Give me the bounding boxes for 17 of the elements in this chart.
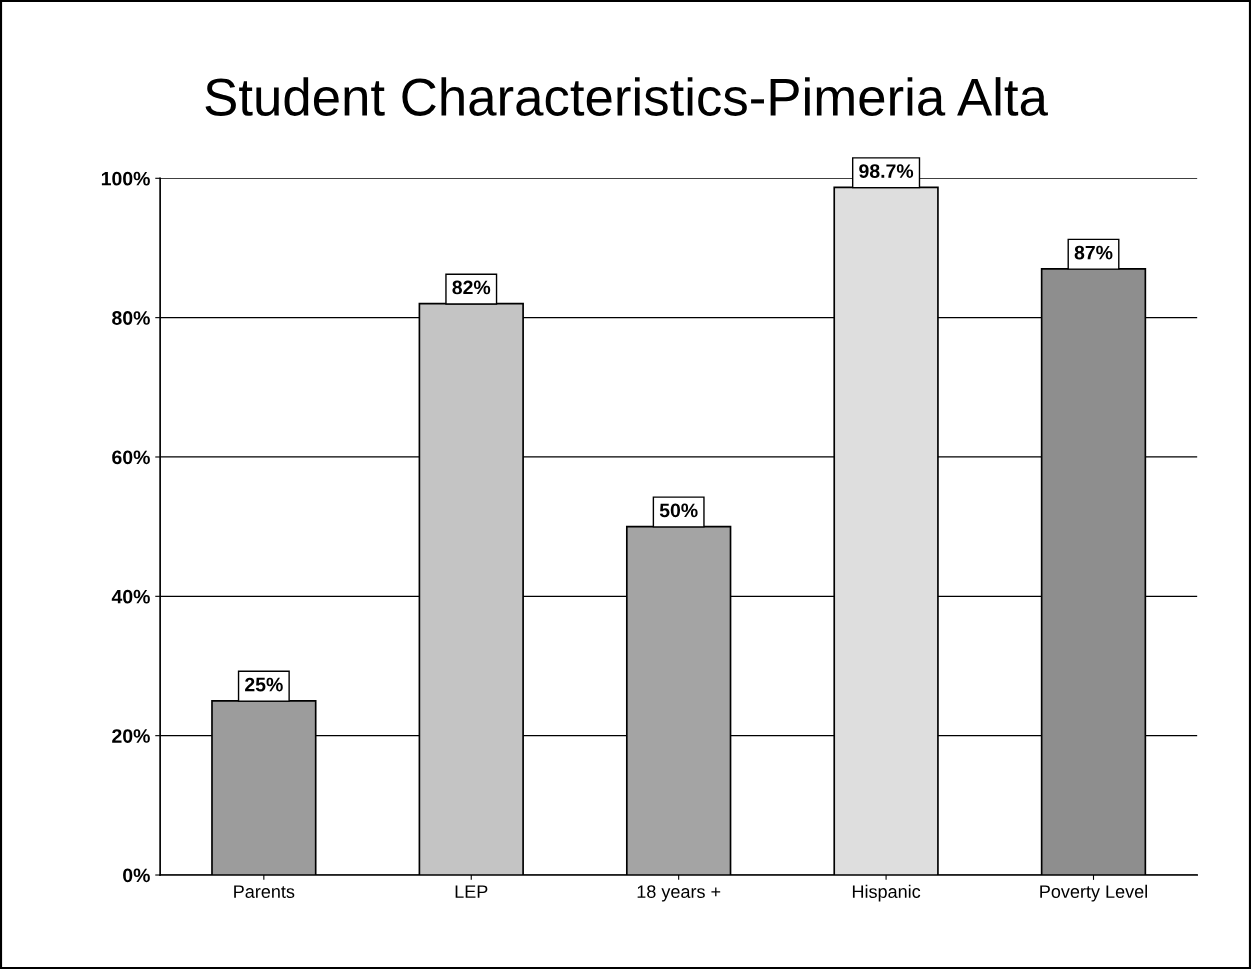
y-tick-label: 20% [112, 729, 150, 743]
y-tick-label: 60% [112, 450, 150, 465]
x-tick-label: 18 years + [637, 885, 721, 902]
y-tick-label: 40% [111, 589, 150, 604]
x-tick-label: Hispanic [852, 884, 921, 902]
chart-title: Student Characteristics-Pimeria Alta [205, 77, 1048, 116]
data-label: 82% [452, 280, 491, 295]
data-label: 25% [245, 677, 283, 692]
data-label: 98.7% [859, 164, 914, 178]
y-tick-label: 80% [112, 311, 150, 325]
y-tick-label: 100% [101, 171, 150, 186]
x-tick-label: LEP [455, 885, 488, 898]
x-tick-label: Parents [234, 885, 295, 898]
y-tick-label: 0% [123, 868, 150, 883]
x-tick-label: Poverty Level [1040, 884, 1147, 902]
data-label: 50% [659, 503, 698, 518]
data-label: 87% [1074, 245, 1113, 260]
